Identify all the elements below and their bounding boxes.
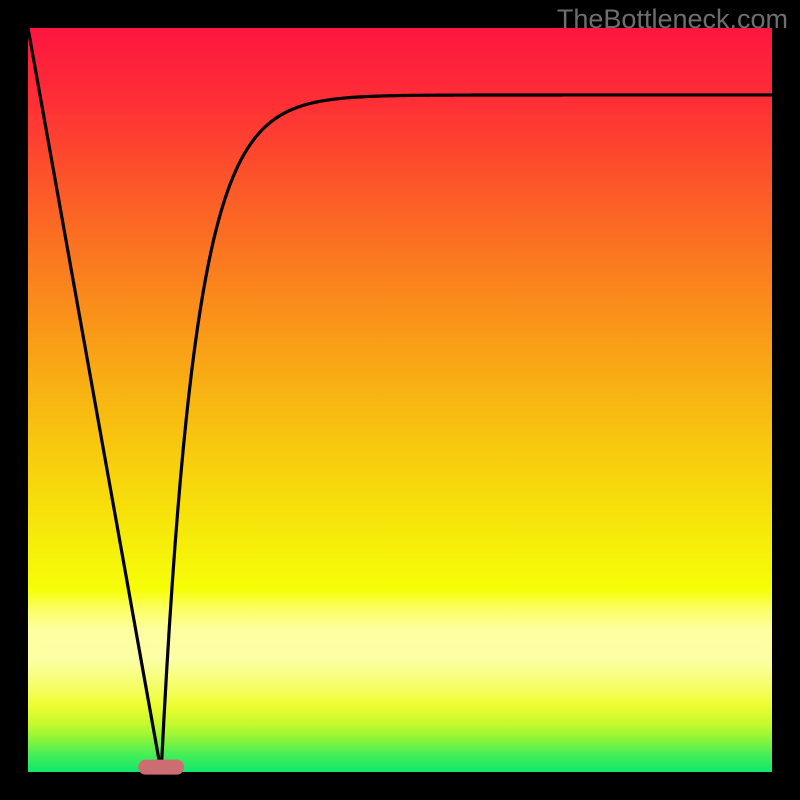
bottleneck-chart (0, 0, 800, 800)
minimum-marker (138, 760, 184, 775)
watermark-text: TheBottleneck.com (557, 4, 788, 35)
